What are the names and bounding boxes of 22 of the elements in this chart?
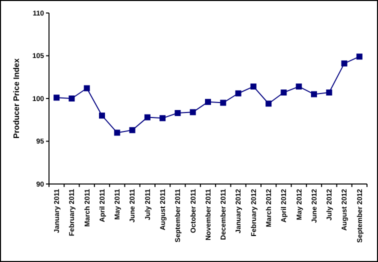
point	[220, 100, 226, 106]
point	[68, 96, 75, 102]
point	[129, 127, 136, 134]
point	[99, 112, 105, 119]
point	[84, 85, 90, 92]
y-axis-title: Producer Price Index	[12, 58, 21, 139]
point	[190, 109, 196, 116]
point	[160, 115, 166, 122]
point	[114, 130, 120, 136]
point	[250, 84, 256, 90]
point	[296, 84, 302, 90]
point	[266, 100, 272, 107]
point	[235, 90, 242, 96]
point	[356, 54, 362, 60]
point	[54, 94, 60, 101]
point	[205, 98, 211, 105]
point	[144, 114, 150, 120]
point	[326, 90, 332, 96]
point	[311, 91, 317, 98]
point	[341, 60, 348, 66]
point	[280, 90, 287, 96]
point	[174, 110, 181, 116]
